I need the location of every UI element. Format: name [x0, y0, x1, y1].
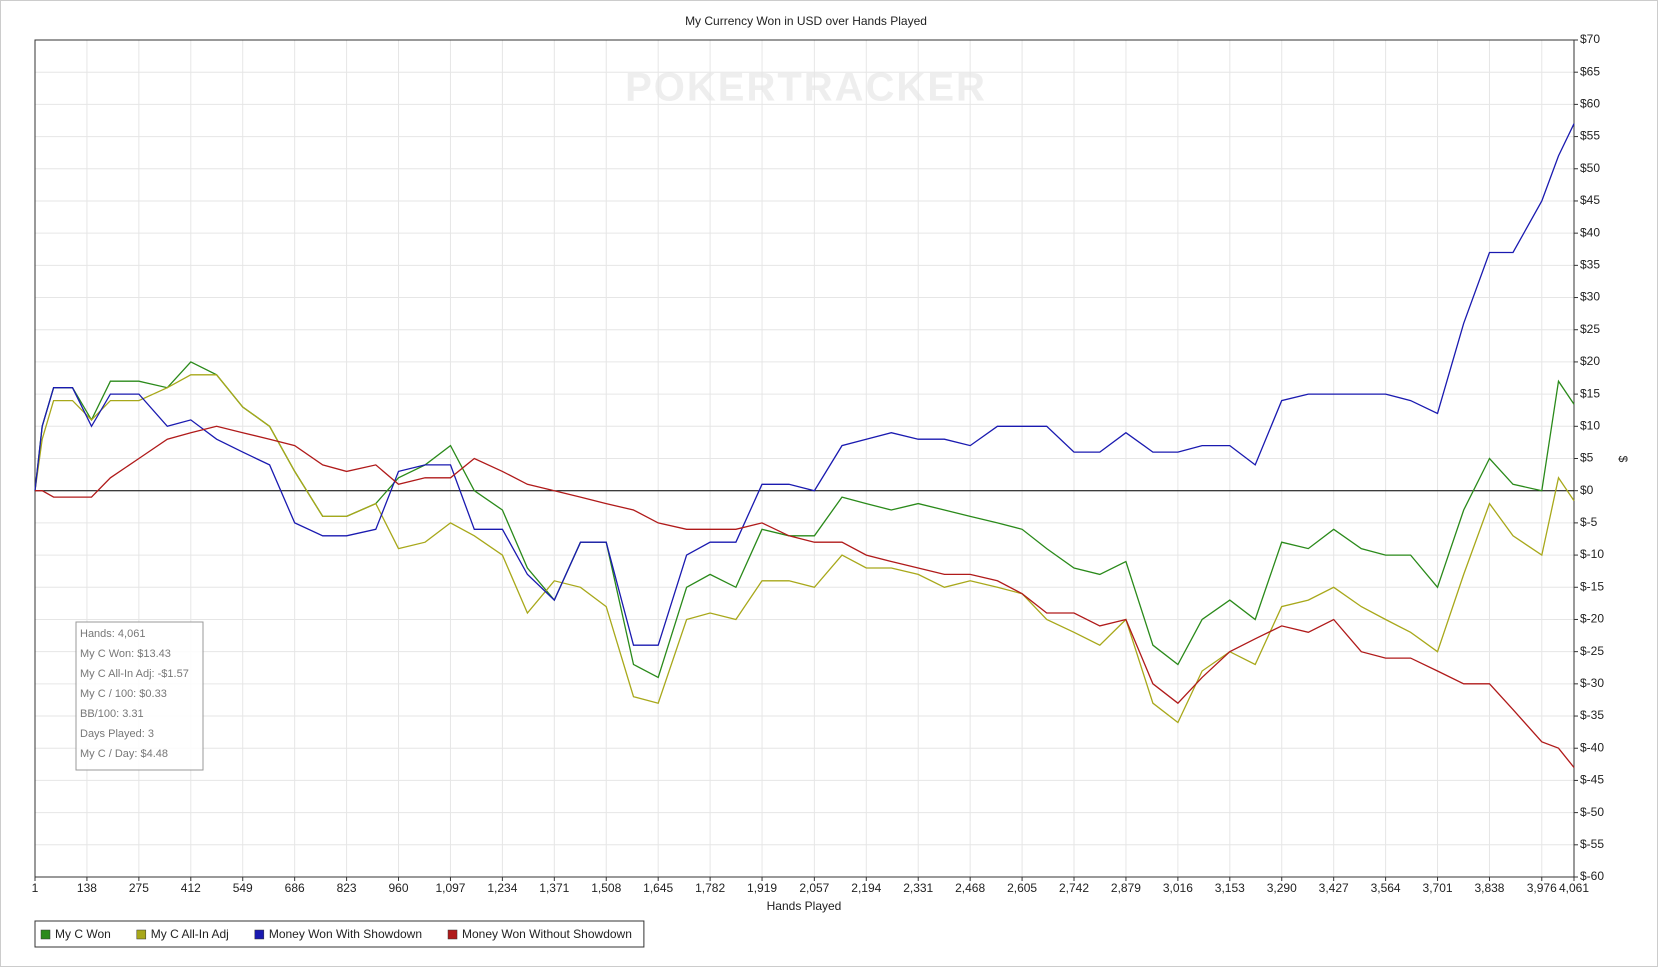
x-tick-label: 4,061 [1559, 881, 1589, 895]
y-tick-label: $50 [1580, 161, 1600, 175]
y-tick-label: $60 [1580, 97, 1600, 111]
y-tick-label: $-45 [1580, 773, 1604, 787]
x-tick-label: 686 [285, 881, 305, 895]
y-tick-label: $-5 [1580, 515, 1598, 529]
y-tick-label: $20 [1580, 354, 1600, 368]
legend-swatch [40, 929, 51, 940]
x-tick-label: 2,742 [1059, 881, 1089, 895]
plot-border [34, 39, 1575, 878]
watermark: POKERTRACKER [625, 66, 987, 110]
legend-label: Money Won With Showdown [269, 927, 422, 941]
x-tick-label: 960 [389, 881, 409, 895]
y-tick-label: $-60 [1580, 869, 1604, 883]
x-tick-label: 549 [233, 881, 253, 895]
x-tick-label: 3,427 [1319, 881, 1349, 895]
chart-title: My Currency Won in USD over Hands Played [685, 14, 927, 28]
y-tick-label: $25 [1580, 322, 1600, 336]
y-tick-label: $15 [1580, 386, 1600, 400]
y-tick-label: $35 [1580, 258, 1600, 272]
x-tick-label: 3,838 [1474, 881, 1504, 895]
x-tick-label: 3,290 [1267, 881, 1297, 895]
y-tick-label: $-25 [1580, 644, 1604, 658]
y-tick-label: $-55 [1580, 837, 1604, 851]
y-tick-label: $-15 [1580, 579, 1604, 593]
x-tick-label: 823 [337, 881, 357, 895]
legend-label: Money Won Without Showdown [462, 927, 632, 941]
legend-swatch [254, 929, 265, 940]
x-tick-label: 1,371 [539, 881, 569, 895]
series-line [34, 123, 1575, 646]
y-tick-label: $5 [1580, 451, 1594, 465]
series-line [35, 425, 1575, 768]
x-tick-label: 3,976 [1527, 881, 1557, 895]
stats-text: Hands: 4,061 [80, 628, 145, 640]
x-tick-label: 2,194 [851, 881, 881, 895]
y-tick-label: $-40 [1580, 740, 1604, 754]
legend-label: My C Won [55, 927, 111, 941]
x-tick-label: 2,331 [903, 881, 933, 895]
y-tick-label: $-35 [1580, 708, 1604, 722]
y-tick-label: $10 [1580, 418, 1600, 432]
y-tick-label: $55 [1580, 129, 1600, 143]
y-tick-label: $45 [1580, 193, 1600, 207]
x-tick-label: 3,016 [1163, 881, 1193, 895]
y-tick-label: $40 [1580, 225, 1600, 239]
x-tick-label: 1,919 [747, 881, 777, 895]
x-tick-label: 1,782 [695, 881, 725, 895]
y-tick-label: $0 [1580, 483, 1594, 497]
stats-text: My C Won: $13.43 [80, 648, 171, 660]
y-tick-label: $70 [1580, 32, 1600, 46]
x-tick-label: 2,605 [1007, 881, 1037, 895]
y-tick-label: $-10 [1580, 547, 1604, 561]
x-tick-label: 412 [181, 881, 201, 895]
y-axis-label: $ [1616, 456, 1630, 463]
x-tick-label: 3,153 [1215, 881, 1245, 895]
x-tick-label: 3,701 [1423, 881, 1453, 895]
x-tick-label: 1,234 [487, 881, 517, 895]
stats-text: My C / Day: $4.48 [80, 748, 168, 760]
x-tick-label: 1,097 [435, 881, 465, 895]
x-tick-label: 2,468 [955, 881, 985, 895]
stats-text: My C All-In Adj: -$1.57 [80, 668, 189, 680]
x-tick-label: 138 [77, 881, 97, 895]
stats-box [75, 621, 204, 771]
y-tick-label: $-30 [1580, 676, 1604, 690]
legend-swatch [447, 929, 458, 940]
x-axis-label: Hands Played [767, 899, 842, 913]
legend-swatch [136, 929, 147, 940]
y-tick-label: $30 [1580, 290, 1600, 304]
x-tick-label: 3,564 [1371, 881, 1401, 895]
x-tick-label: 2,057 [799, 881, 829, 895]
stats-text: Days Played: 3 [80, 728, 154, 740]
stats-text: BB/100: 3.31 [80, 708, 144, 720]
x-tick-label: 2,879 [1111, 881, 1141, 895]
y-tick-label: $-20 [1580, 612, 1604, 626]
y-tick-label: $65 [1580, 64, 1600, 78]
y-tick-label: $-50 [1580, 805, 1604, 819]
stats-text: My C / 100: $0.33 [80, 688, 167, 700]
x-tick-label: 1,508 [591, 881, 621, 895]
x-tick-label: 1,645 [643, 881, 673, 895]
x-tick-label: 275 [129, 881, 149, 895]
series-line [34, 374, 1575, 724]
x-tick-label: 1 [32, 881, 39, 895]
legend-label: My C All-In Adj [151, 927, 229, 941]
legend-box [34, 920, 645, 948]
